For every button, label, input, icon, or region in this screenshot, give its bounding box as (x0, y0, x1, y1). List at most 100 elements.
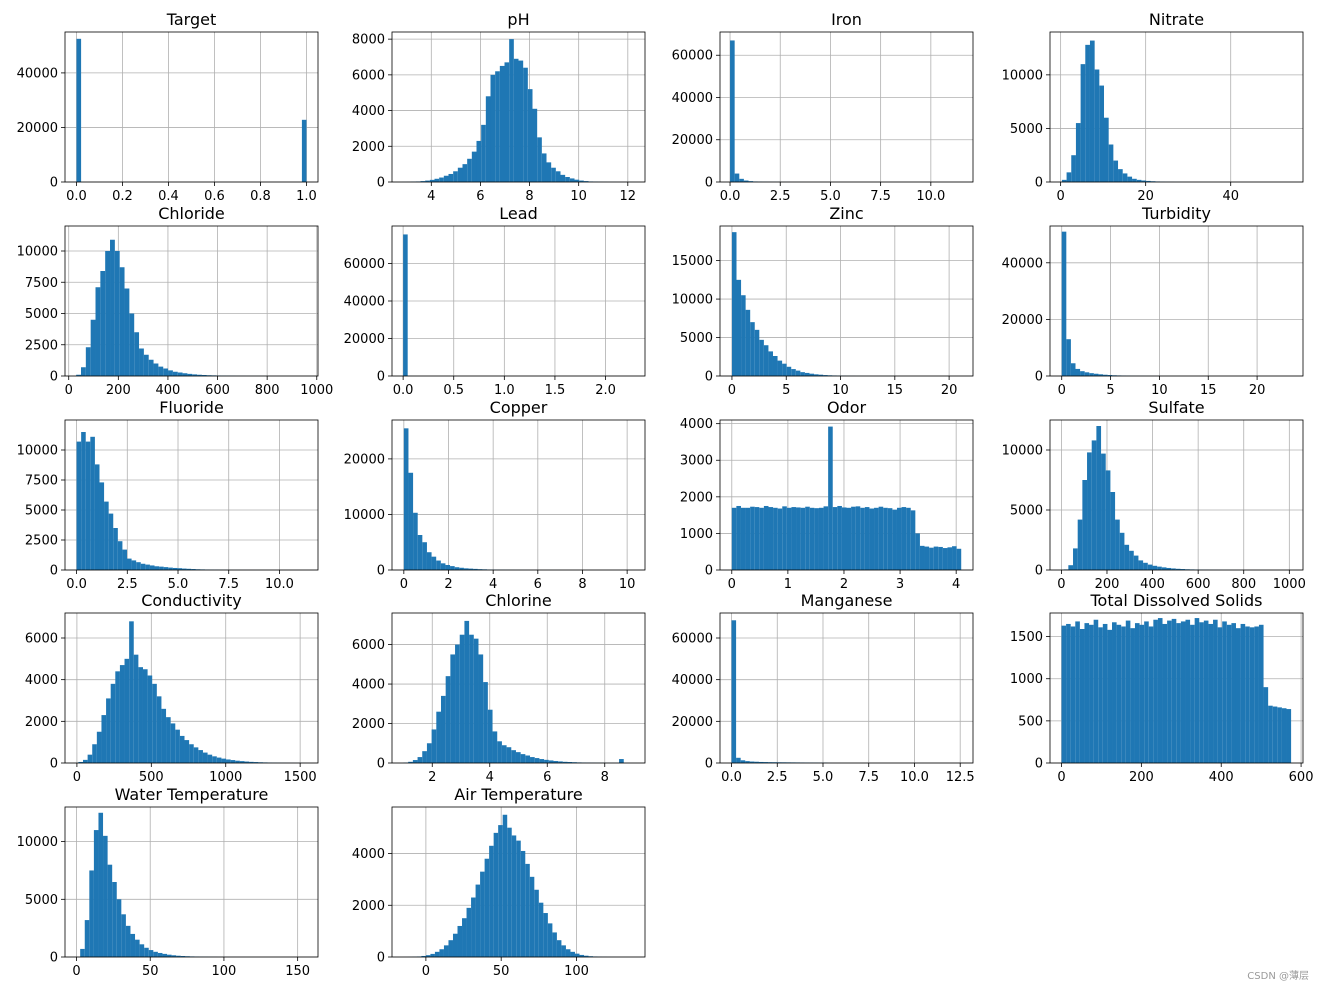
histogram-bar (133, 654, 139, 763)
histogram-bar (1107, 629, 1113, 763)
histogram-bar (731, 507, 737, 570)
histogram-bar (1061, 231, 1067, 376)
y-tick-label: 0 (50, 370, 58, 385)
histogram-bar (487, 709, 493, 763)
histogram-bar (116, 899, 122, 957)
histogram-bar (448, 173, 454, 182)
histogram-bar (1203, 620, 1209, 763)
histogram-bar (791, 369, 796, 376)
histogram-bar (1199, 622, 1204, 763)
y-tick-label: 1500 (1010, 630, 1043, 645)
histogram-bar (1130, 628, 1135, 763)
histogram-bar (513, 58, 519, 182)
histogram-bar (906, 507, 911, 570)
x-tick-label: 3 (896, 577, 904, 592)
histogram-bar (103, 835, 108, 957)
histogram-bar (516, 840, 521, 957)
y-tick-label: 40000 (672, 91, 713, 106)
x-tick-label: 7.5 (858, 770, 879, 785)
histogram-bar (179, 735, 185, 763)
x-tick-label: 2 (840, 577, 848, 592)
histogram-bar (736, 505, 741, 570)
histogram-bar (530, 757, 535, 763)
histogram-bar (78, 761, 84, 763)
histogram-bar (157, 952, 163, 957)
y-tick-label: 10000 (17, 835, 58, 850)
histogram-bar (473, 638, 479, 763)
x-tick-label: 2.0 (595, 383, 616, 398)
histogram-bar (555, 171, 561, 182)
x-tick-label: 2.5 (770, 189, 791, 204)
histogram-bar (556, 940, 562, 957)
histogram-bar (501, 745, 507, 763)
histogram-bar (403, 428, 409, 570)
histogram-bar (1082, 480, 1088, 570)
histogram-bar (553, 761, 559, 763)
histogram-bar (457, 925, 463, 957)
histogram-bar (425, 955, 431, 957)
histogram-bar (448, 940, 453, 957)
axes-frame (391, 612, 646, 764)
histogram-bar (1098, 374, 1104, 376)
axes-frame (64, 225, 319, 377)
histogram-bar (1066, 623, 1071, 763)
histogram-bar (1136, 179, 1142, 182)
x-tick-label: 1.0 (494, 383, 515, 398)
histogram-bar (749, 761, 755, 763)
y-tick-label: 4000 (680, 417, 713, 432)
histogram-bar (175, 729, 180, 763)
histogram-bar (1110, 492, 1116, 570)
x-tick-label: 6 (534, 577, 542, 592)
histogram-bar (492, 731, 498, 763)
histogram-bar (85, 441, 91, 570)
histogram-bar (1122, 173, 1128, 182)
bars-nitrate (1061, 40, 1249, 182)
histogram-bar (499, 65, 505, 182)
subplot-title: Zinc (829, 204, 863, 223)
y-tick-label: 5000 (1010, 504, 1043, 519)
histogram-bar (1061, 179, 1067, 182)
histogram-bar (477, 569, 483, 570)
histogram-bar (768, 507, 774, 570)
histogram-bar (1118, 169, 1123, 182)
histogram-bar (896, 507, 902, 570)
histogram-bar (143, 354, 149, 376)
y-tick-label: 2500 (25, 338, 58, 353)
histogram-bar (1124, 544, 1130, 570)
histogram-bar (1254, 626, 1259, 763)
histogram-bar (96, 731, 102, 763)
histogram-bar (860, 507, 865, 570)
x-tick-label: 4 (489, 577, 497, 592)
histogram-bar (800, 372, 805, 376)
y-tick-label: 6000 (352, 638, 385, 653)
histogram-bar (731, 232, 737, 376)
histogram-bar (1240, 623, 1246, 763)
histogram-bar (172, 567, 178, 570)
histogram-bar (483, 682, 488, 763)
histogram-bar (119, 665, 125, 763)
histogram-bar (1080, 371, 1085, 376)
histogram-bar (473, 568, 478, 570)
subplot-title: Nitrate (1149, 10, 1204, 29)
x-tick-label: 500 (139, 770, 164, 785)
histogram-bar (878, 506, 884, 570)
histogram-bar (933, 546, 939, 570)
histogram-bar (468, 568, 474, 570)
histogram-bar (565, 949, 571, 957)
histogram-bar (782, 506, 787, 570)
histogram-bar (408, 761, 413, 763)
histogram-bar (166, 717, 171, 763)
histogram-bar (124, 658, 130, 763)
histogram-bar (426, 743, 432, 763)
histogram-bar (523, 67, 528, 182)
axes-frame (64, 31, 319, 183)
histogram-bar (422, 751, 427, 763)
histogram-bar (139, 348, 144, 376)
histogram-bar (1161, 567, 1167, 570)
histogram-bar (408, 472, 414, 570)
y-tick-label: 0 (377, 564, 385, 579)
histogram-bar (124, 288, 130, 376)
histogram-bar (1175, 568, 1181, 570)
histogram-bar (239, 761, 245, 763)
